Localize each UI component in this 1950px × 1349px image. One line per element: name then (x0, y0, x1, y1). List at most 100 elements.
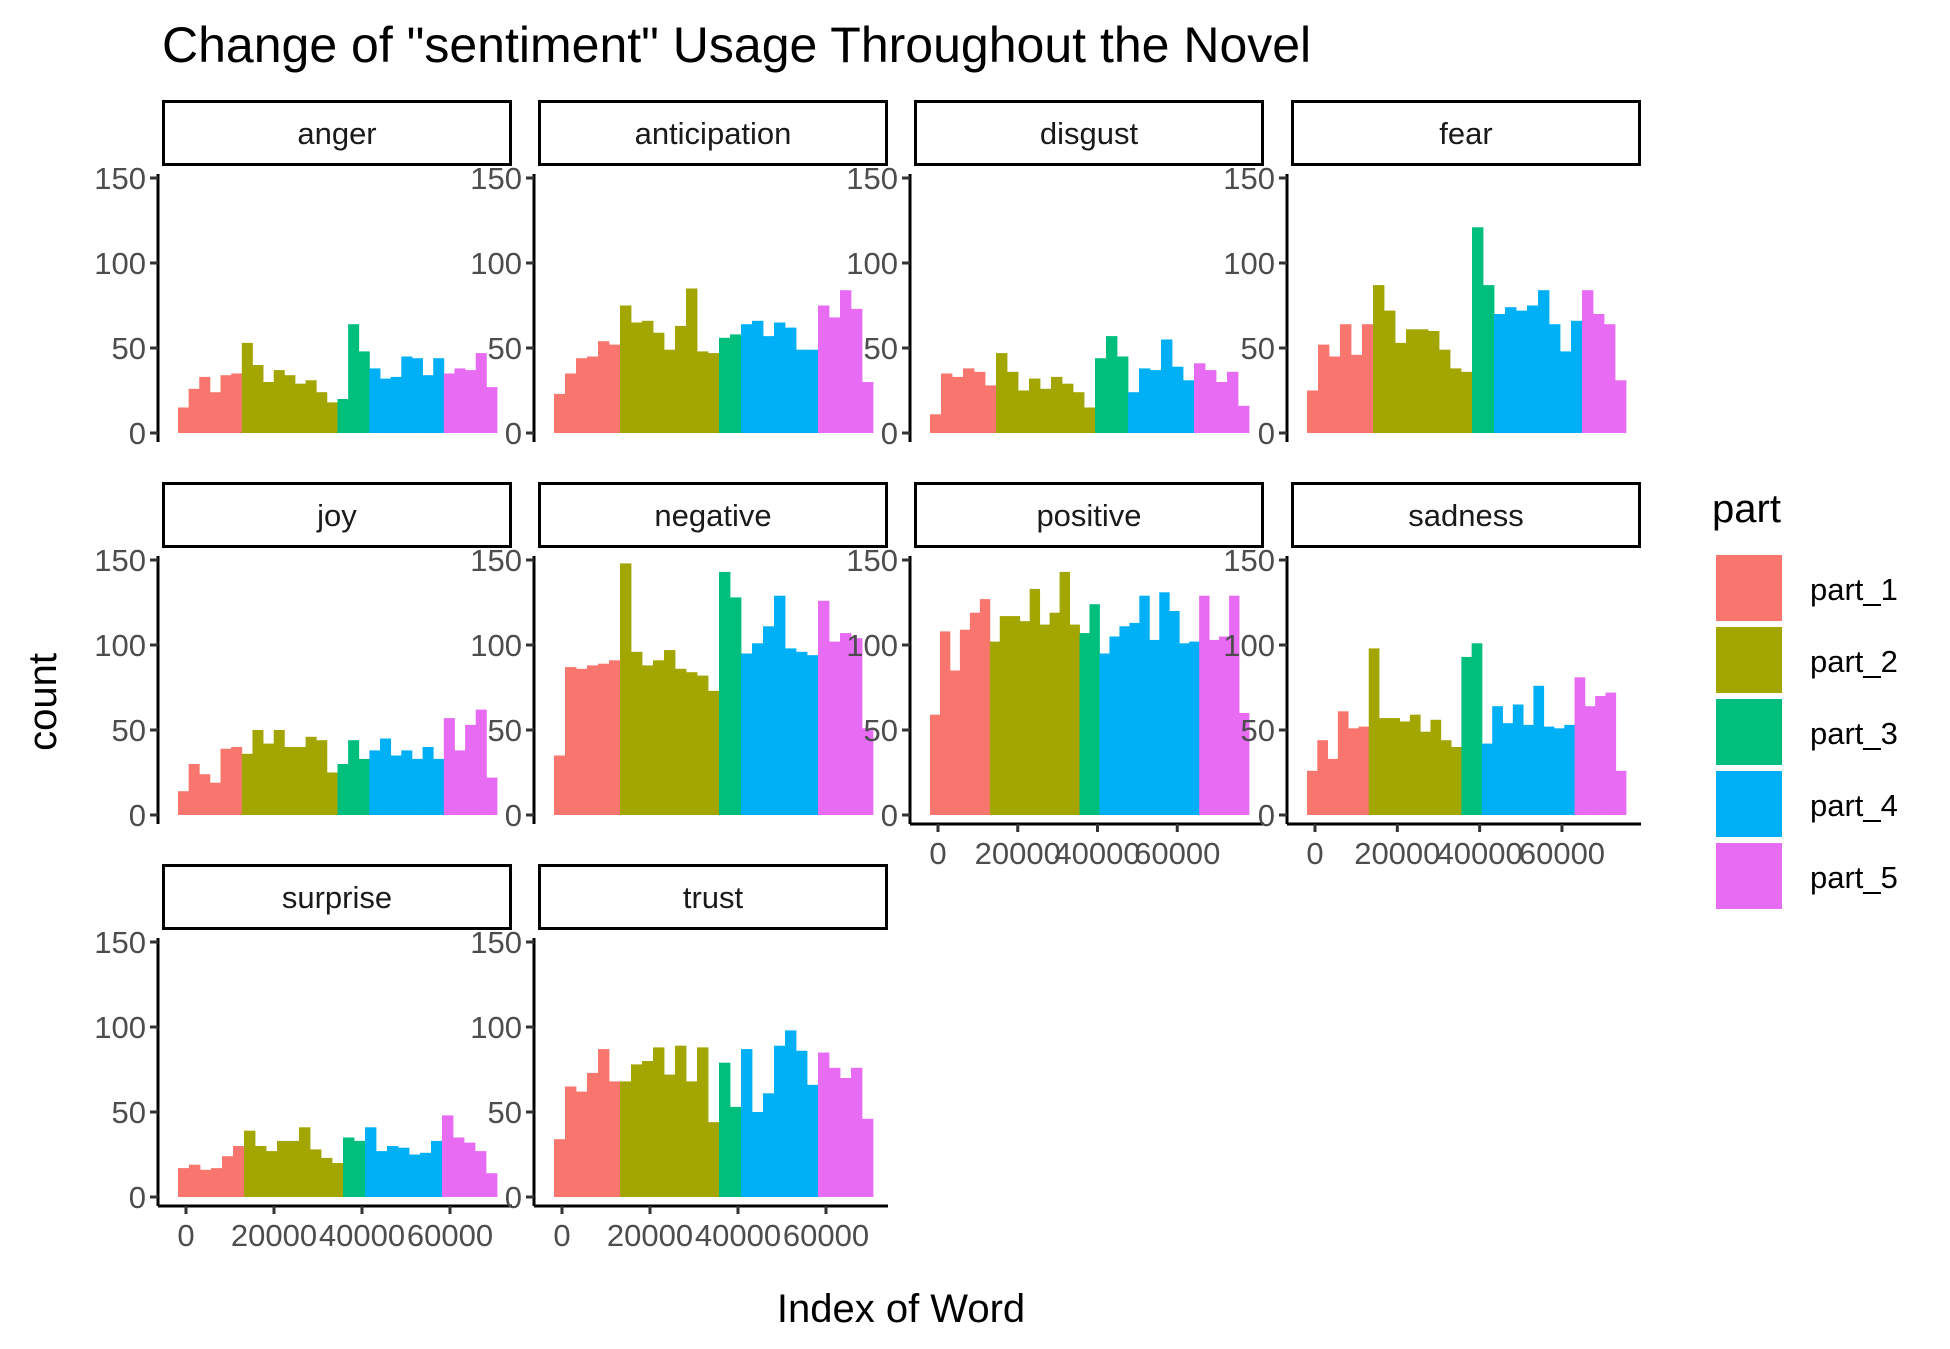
legend-label: part_4 (1810, 788, 1898, 823)
y-tick-label: 50 (864, 713, 898, 748)
bar (1205, 370, 1217, 433)
bar (1584, 706, 1596, 815)
legend-key-part_1 (1716, 555, 1782, 621)
bar (1150, 370, 1162, 433)
y-tick-label: 100 (1223, 246, 1275, 281)
bar (829, 1067, 841, 1197)
bar (664, 1074, 676, 1197)
bar (818, 600, 830, 815)
bar (294, 383, 306, 433)
bar (587, 665, 599, 815)
bar (719, 571, 731, 815)
bar (343, 1137, 355, 1197)
bar (1605, 692, 1617, 815)
facet-panel-surprise: surprise 0 50 100 150 0 20000 40000 60000 (94, 864, 512, 1253)
bar (486, 1173, 498, 1197)
legend-title: part (1712, 487, 1781, 531)
bar (1574, 677, 1586, 815)
bar (284, 375, 296, 433)
y-tick-label: 50 (112, 331, 146, 366)
bar (952, 376, 964, 433)
bar (1389, 718, 1401, 815)
bar (486, 777, 498, 815)
x-tick-label: 20000 (975, 836, 1061, 871)
y-tick-label: 50 (864, 331, 898, 366)
bar (565, 373, 577, 433)
x-tick-label: 0 (553, 1218, 570, 1253)
bar (422, 375, 434, 433)
bar (796, 349, 808, 433)
bar (475, 709, 487, 815)
bar (211, 1168, 223, 1197)
bar (996, 353, 1008, 433)
bar (598, 1049, 610, 1197)
bar (979, 599, 991, 815)
bar (620, 563, 632, 815)
facet-strip (1291, 100, 1641, 166)
facet-panel-disgust: disgust 0 50 100 150 (846, 100, 1264, 451)
bar (1502, 723, 1514, 815)
bar (358, 758, 370, 815)
facet-strip (538, 482, 888, 548)
y-tick-label: 0 (881, 416, 898, 451)
facet-strip (914, 482, 1264, 548)
bar (642, 320, 654, 433)
bar (963, 368, 975, 433)
bar (1009, 616, 1021, 815)
bar (475, 1151, 487, 1197)
y-tick-label: 100 (470, 246, 522, 281)
y-tick-label: 0 (505, 798, 522, 833)
bar (1229, 595, 1240, 815)
chart-title: Change of "sentiment" Usage Throughout t… (162, 17, 1311, 73)
facet-strip (538, 100, 888, 166)
bar (609, 344, 621, 433)
bar (222, 1156, 234, 1197)
y-tick-label: 50 (488, 331, 522, 366)
bar (796, 651, 808, 815)
bar (1062, 383, 1074, 433)
bar (741, 324, 753, 433)
bar (697, 675, 709, 815)
bar (1615, 380, 1627, 433)
facet-label: fear (1439, 116, 1492, 151)
bar (401, 750, 413, 815)
bar (631, 1064, 643, 1197)
bar (1029, 378, 1041, 433)
bar (741, 653, 753, 815)
bar (807, 349, 819, 433)
y-tick-label: 150 (94, 925, 146, 960)
facet-strip (162, 864, 512, 930)
bar (1451, 747, 1462, 815)
bar (277, 1140, 289, 1197)
y-tick-label: 100 (470, 628, 522, 663)
y-tick-label: 100 (94, 246, 146, 281)
bar (1512, 704, 1524, 815)
bar (959, 629, 971, 815)
y-tick-label: 150 (94, 161, 146, 196)
bar (1461, 371, 1473, 433)
bar (1348, 728, 1359, 815)
bar (1318, 344, 1330, 433)
y-tick-label: 50 (112, 713, 146, 748)
bar (380, 738, 392, 815)
bar (398, 1147, 410, 1197)
bar (730, 334, 742, 433)
bar (358, 351, 370, 433)
bar (1384, 310, 1396, 433)
bar (785, 1030, 797, 1197)
y-tick-label: 50 (488, 1095, 522, 1130)
bar (464, 1142, 476, 1197)
bar (609, 1081, 621, 1197)
bar (807, 655, 819, 815)
bar (178, 791, 190, 815)
legend-label: part_3 (1810, 716, 1898, 751)
bar (587, 1072, 599, 1197)
bar (851, 1067, 863, 1197)
bar (829, 641, 841, 815)
bar (1095, 358, 1107, 433)
bar (1595, 696, 1606, 815)
bar (1159, 592, 1170, 815)
x-tick-label: 40000 (1437, 836, 1523, 871)
